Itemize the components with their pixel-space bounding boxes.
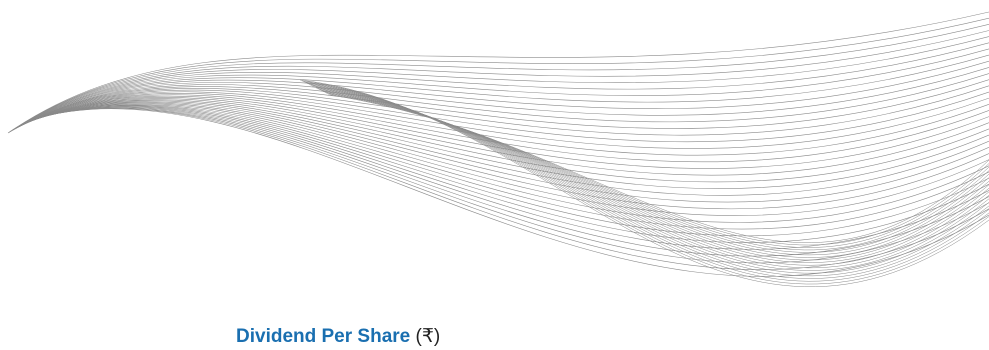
wave-line (15, 85, 989, 136)
wave-line (303, 81, 989, 282)
caption-unit: (₹) (415, 326, 441, 347)
wave-line (19, 97, 989, 176)
wave-line (12, 54, 989, 131)
wave-line (29, 108, 989, 277)
wave-line (19, 95, 989, 169)
wave-line (14, 73, 989, 130)
wave-line (299, 79, 989, 287)
wave-line (27, 106, 989, 250)
wave-line (29, 108, 989, 270)
caption-title: Dividend Per Share (236, 326, 411, 347)
wave-line (13, 67, 989, 130)
wave-line (13, 60, 989, 131)
wave-line (18, 94, 989, 163)
wave-line (24, 104, 989, 223)
wave-line (11, 42, 989, 132)
wave-line (21, 100, 989, 196)
caption: Dividend Per Share (₹) (236, 326, 440, 348)
wave-line (16, 89, 989, 143)
wave-line (17, 91, 989, 149)
wave-line (23, 102, 989, 210)
wave-line (329, 94, 989, 243)
wave-line (25, 104, 989, 230)
wave-line (25, 105, 989, 237)
wave-line (28, 107, 989, 264)
wave-line (15, 79, 989, 129)
wave-line (9, 24, 989, 133)
wave-line (10, 36, 989, 132)
wave-line (17, 92, 989, 156)
wave-line (27, 107, 989, 257)
wave-line (11, 48, 989, 131)
wave-line (22, 101, 989, 203)
wave-line (301, 80, 989, 285)
wave-line (21, 99, 989, 189)
wave-line (8, 17, 989, 133)
wave-line (9, 30, 989, 133)
wave-line (7, 11, 989, 134)
wave-line (20, 98, 989, 183)
wave-line (26, 106, 989, 243)
wave-line (23, 103, 989, 216)
